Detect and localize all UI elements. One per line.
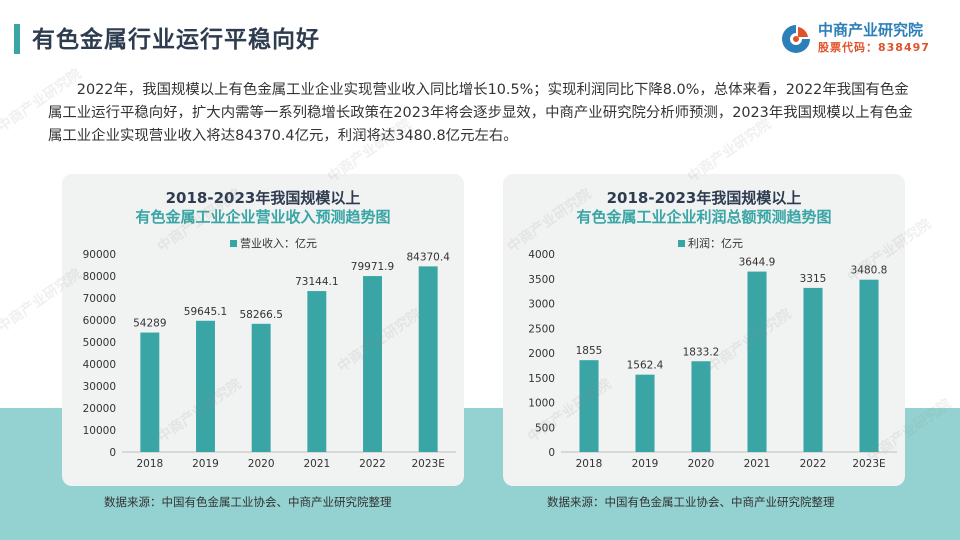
x-tick-label: 2021 [303, 458, 330, 470]
y-tick-label: 1000 [528, 398, 555, 410]
y-tick-label: 60000 [83, 315, 116, 327]
profit-chart-source: 数据来源：中国有色金属工业协会、中商产业研究院整理 [547, 495, 835, 509]
bar [140, 332, 160, 452]
bar [363, 276, 382, 452]
x-tick-label: 2019 [632, 458, 659, 470]
title-accent-bar [14, 24, 20, 54]
bar-value-label: 3315 [800, 273, 827, 285]
y-tick-label: 0 [548, 447, 555, 459]
bar [691, 361, 711, 452]
x-tick-label: 2021 [744, 458, 771, 470]
bar [859, 279, 879, 452]
legend-label: 营业收入：亿元 [240, 236, 317, 250]
x-tick-label: 2020 [248, 458, 275, 470]
chart-title-line1: 2018-2023年我国规模以上 [166, 189, 361, 207]
revenue-chart-source: 数据来源：中国有色金属工业协会、中商产业研究院整理 [104, 495, 392, 509]
y-tick-label: 30000 [83, 381, 116, 393]
y-tick-label: 3500 [528, 274, 555, 286]
bar [747, 271, 767, 452]
legend-swatch [230, 240, 237, 247]
bar [803, 287, 823, 452]
bar-value-label: 59645.1 [184, 306, 227, 318]
bar [251, 323, 271, 452]
x-tick-label: 2019 [192, 458, 219, 470]
bar-value-label: 1833.2 [683, 346, 720, 358]
company-logo: 中商产业研究院 股票代码：838497 [780, 20, 950, 60]
logo-name: 中商产业研究院 [818, 21, 924, 39]
legend-swatch [678, 240, 685, 247]
bar-value-label: 3480.8 [851, 265, 888, 277]
bar [579, 360, 599, 452]
intro-paragraph: 2022年，我国规模以上有色金属工业企业实现营业收入同比增长10.5%；实现利润… [48, 82, 913, 144]
y-tick-label: 4000 [528, 249, 555, 261]
bar-value-label: 73144.1 [295, 276, 338, 288]
y-tick-label: 70000 [83, 293, 116, 305]
logo-icon [782, 25, 810, 53]
y-tick-label: 0 [109, 447, 116, 459]
y-tick-label: 1500 [528, 373, 555, 385]
bar-value-label: 1562.4 [627, 360, 664, 372]
bar-value-label: 58266.5 [239, 309, 282, 321]
bar-value-label: 79971.9 [351, 261, 394, 273]
y-tick-label: 10000 [83, 425, 116, 437]
x-tick-label: 2018 [576, 458, 603, 470]
bar-value-label: 84370.4 [406, 251, 450, 263]
chart-title-line2: 有色金属工业企业营业收入预测趋势图 [135, 208, 390, 226]
legend-label: 利润：亿元 [688, 236, 743, 250]
x-tick-label: 2018 [136, 458, 163, 470]
bar-value-label: 54289 [133, 318, 166, 330]
x-tick-label: 2023E [852, 458, 885, 470]
bar [196, 320, 215, 452]
y-tick-label: 50000 [83, 337, 116, 349]
revenue-chart: 2018-2023年我国规模以上有色金属工业企业营业收入预测趋势图营业收入：亿元… [83, 189, 456, 470]
profit-chart-panel: 2018-2023年我国规模以上 有色金属工业企业利润总额预测趋势图利润：亿元 0 5… [503, 174, 905, 486]
page-title: 有色金属行业运行平稳向好 [32, 27, 320, 53]
y-tick-label: 3000 [528, 299, 555, 311]
x-tick-label: 2022 [800, 458, 827, 470]
x-tick-label: 2023E [411, 458, 444, 470]
bar [418, 266, 438, 452]
bar [635, 374, 655, 452]
y-tick-label: 40000 [83, 359, 116, 371]
y-tick-label: 2000 [528, 348, 555, 360]
x-tick-label: 2020 [688, 458, 715, 470]
chart-title-line2: 有色金属工业企业利润总额预测趋势图 [576, 208, 831, 226]
revenue-chart-panel: 2018-2023年我国规模以上 有色金属工业企业营业收入预测趋势图营业收入：亿元… [62, 174, 464, 486]
y-tick-label: 90000 [83, 249, 116, 261]
y-tick-label: 500 [535, 422, 555, 434]
chart-title-line1: 2018-2023年我国规模以上 [607, 189, 802, 207]
bar-value-label: 3644.9 [739, 257, 776, 269]
y-tick-label: 2500 [528, 323, 555, 335]
logo-stock-code: 股票代码：838497 [818, 41, 930, 54]
bar-value-label: 1855 [576, 345, 603, 357]
x-tick-label: 2022 [359, 458, 386, 470]
y-tick-label: 20000 [83, 403, 116, 415]
bar [307, 291, 327, 452]
y-tick-label: 80000 [83, 271, 116, 283]
